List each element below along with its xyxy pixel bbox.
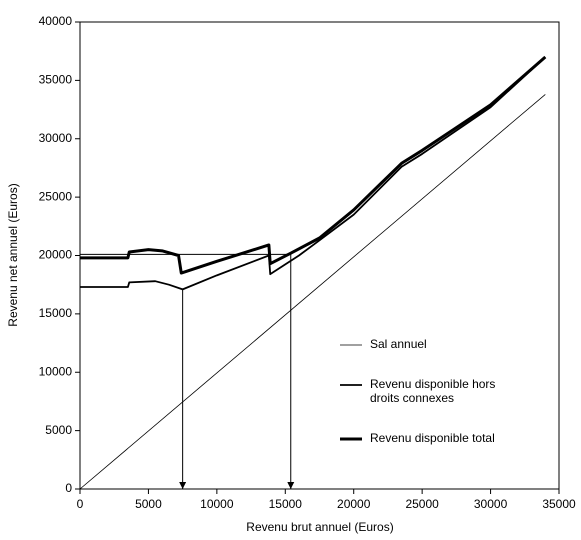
y-tick-label: 15000 bbox=[39, 306, 73, 320]
x-tick-label: 35000 bbox=[542, 497, 576, 511]
y-tick-label: 10000 bbox=[39, 364, 73, 378]
y-tick-label: 5000 bbox=[45, 423, 72, 437]
x-tick-label: 25000 bbox=[405, 497, 439, 511]
y-tick-label: 0 bbox=[65, 481, 72, 495]
x-tick-label: 0 bbox=[77, 497, 84, 511]
y-tick-label: 30000 bbox=[39, 131, 73, 145]
y-tick-label: 35000 bbox=[39, 73, 73, 87]
legend-label: Revenu disponible total bbox=[370, 431, 495, 445]
y-tick-label: 20000 bbox=[39, 248, 73, 262]
series-line bbox=[80, 55, 547, 275]
legend-label: Sal annuel bbox=[370, 337, 427, 351]
plot-frame bbox=[79, 21, 560, 490]
y-tick-label: 40000 bbox=[39, 14, 73, 28]
x-axis-label: Revenu brut annuel (Euros) bbox=[246, 520, 393, 534]
y-tick-label: 25000 bbox=[39, 189, 73, 203]
x-tick-label: 30000 bbox=[474, 497, 508, 511]
x-tick-label: 15000 bbox=[269, 497, 303, 511]
y-axis-label: Revenu net annuel (Euros) bbox=[6, 183, 20, 326]
series-line bbox=[79, 94, 546, 490]
x-tick-label: 20000 bbox=[337, 497, 371, 511]
legend-label: Revenu disponible hors droits connexes bbox=[370, 377, 495, 405]
x-tick-label: 10000 bbox=[200, 497, 234, 511]
x-tick-label: 5000 bbox=[135, 497, 162, 511]
